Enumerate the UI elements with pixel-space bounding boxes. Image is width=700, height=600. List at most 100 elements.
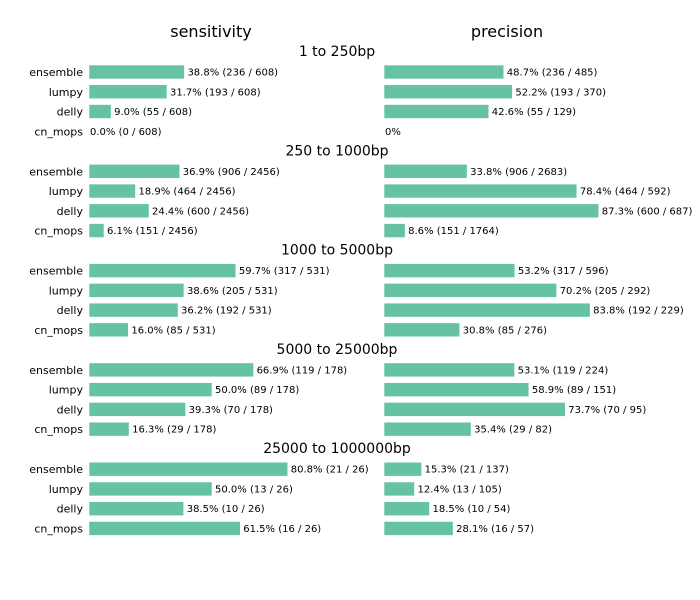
sensitivity-value-label: 50.0% (13 / 26) xyxy=(215,484,293,495)
sensitivity-bar xyxy=(88,322,129,338)
sensitivity-bar xyxy=(88,164,181,179)
method-label-cn_mops: cn_mops xyxy=(34,324,83,337)
column-title-sensitivity: sensitivity xyxy=(170,22,251,41)
precision-value-label: 52.2% (193 / 370) xyxy=(515,87,606,98)
precision-bar xyxy=(383,302,591,318)
sensitivity-value-label: 66.9% (119 / 178) xyxy=(257,365,348,376)
group-title: 1 to 250bp xyxy=(299,44,375,60)
precision-value-label: 18.5% (10 / 54) xyxy=(433,504,511,515)
precision-bar xyxy=(383,183,578,199)
sensitivity-bar xyxy=(88,362,254,378)
sensitivity-value-label: 24.4% (600 / 2456) xyxy=(152,206,249,217)
precision-bar xyxy=(383,461,422,477)
method-label-cn_mops: cn_mops xyxy=(34,423,83,436)
sensitivity-bar xyxy=(88,382,213,397)
precision-value-label: 58.9% (89 / 151) xyxy=(532,385,616,396)
method-label-ensemble: ensemble xyxy=(29,66,83,79)
sensitivity-value-label: 38.8% (236 / 608) xyxy=(187,68,278,79)
method-label-delly: delly xyxy=(57,106,84,119)
sensitivity-value-label: 39.3% (70 / 178) xyxy=(189,405,273,416)
method-label-delly: delly xyxy=(57,205,84,218)
sensitivity-bar xyxy=(88,302,179,318)
sensitivity-value-label: 36.9% (906 / 2456) xyxy=(183,167,280,178)
precision-bar xyxy=(383,84,513,100)
method-label-lumpy: lumpy xyxy=(49,483,84,496)
sensitivity-value-label: 59.7% (317 / 531) xyxy=(239,266,330,277)
group-title: 5000 to 25000bp xyxy=(277,342,398,358)
method-label-lumpy: lumpy xyxy=(49,86,84,99)
method-label-ensemble: ensemble xyxy=(29,165,83,178)
sensitivity-bar xyxy=(88,64,185,80)
precision-value-label: 35.4% (29 / 82) xyxy=(474,425,552,436)
precision-bar xyxy=(383,223,406,238)
sensitivity-bar xyxy=(88,521,241,536)
sensitivity-bar xyxy=(88,402,186,417)
precision-bar xyxy=(383,164,468,179)
precision-bar xyxy=(383,203,600,219)
precision-value-label: 53.1% (119 / 224) xyxy=(518,365,609,376)
sensitivity-value-label: 16.0% (85 / 531) xyxy=(131,325,215,336)
precision-bar xyxy=(383,263,516,278)
precision-bar xyxy=(383,382,530,397)
sensitivity-value-label: 6.1% (151 / 2456) xyxy=(107,226,198,237)
method-label-ensemble: ensemble xyxy=(29,364,83,377)
method-label-delly: delly xyxy=(57,304,84,317)
sensitivity-value-label: 38.6% (205 / 531) xyxy=(187,286,278,297)
sensitivity-value-label: 80.8% (21 / 26) xyxy=(291,465,369,476)
sensitivity-bar xyxy=(88,84,168,100)
precision-value-label: 30.8% (85 / 276) xyxy=(463,325,547,336)
sensitivity-value-label: 16.3% (29 / 178) xyxy=(132,425,216,436)
group-title: 25000 to 1000000bp xyxy=(263,441,411,457)
sensitivity-bar xyxy=(88,183,136,199)
method-label-ensemble: ensemble xyxy=(29,265,83,278)
method-label-lumpy: lumpy xyxy=(49,384,84,397)
sensitivity-bar xyxy=(88,263,237,278)
precision-bar xyxy=(383,104,490,119)
method-label-cn_mops: cn_mops xyxy=(34,522,83,535)
method-label-delly: delly xyxy=(57,503,84,516)
precision-value-label: 70.2% (205 / 292) xyxy=(560,286,651,297)
method-label-cn_mops: cn_mops xyxy=(34,225,83,238)
sensitivity-value-label: 36.2% (192 / 531) xyxy=(181,306,272,317)
precision-bar xyxy=(383,64,505,80)
precision-bar xyxy=(383,362,515,378)
precision-value-label: 53.2% (317 / 596) xyxy=(518,266,609,277)
sensitivity-bar xyxy=(88,203,150,219)
precision-value-label: 83.8% (192 / 229) xyxy=(593,306,684,317)
precision-value-label: 33.8% (906 / 2683) xyxy=(470,167,567,178)
precision-value-label: 42.6% (55 / 129) xyxy=(492,107,576,118)
precision-bar xyxy=(383,283,557,298)
precision-value-label: 28.1% (16 / 57) xyxy=(456,524,534,535)
sensitivity-bar xyxy=(88,461,289,477)
precision-value-label: 48.7% (236 / 485) xyxy=(507,68,598,79)
method-label-delly: delly xyxy=(57,403,84,416)
sensitivity-value-label: 38.5% (10 / 26) xyxy=(187,504,265,515)
precision-value-label: 8.6% (151 / 1764) xyxy=(408,226,499,237)
precision-bar xyxy=(383,481,415,497)
precision-bar xyxy=(383,521,454,536)
sensitivity-value-label: 18.9% (464 / 2456) xyxy=(138,187,235,198)
sensitivity-bar xyxy=(88,481,213,497)
method-label-lumpy: lumpy xyxy=(49,185,84,198)
sensitivity-value-label: 0.0% (0 / 608) xyxy=(90,127,162,138)
sensitivity-value-label: 9.0% (55 / 608) xyxy=(114,107,192,118)
sensitivity-bar xyxy=(88,283,185,298)
precision-bar xyxy=(383,501,430,517)
sensitivity-value-label: 61.5% (16 / 26) xyxy=(243,524,321,535)
sensitivity-bar xyxy=(88,223,105,238)
precision-bar xyxy=(383,322,461,338)
precision-value-label: 87.3% (600 / 687) xyxy=(602,206,693,217)
method-label-ensemble: ensemble xyxy=(29,463,83,476)
precision-value-label: 78.4% (464 / 592) xyxy=(580,187,671,198)
precision-value-label: 73.7% (70 / 95) xyxy=(568,405,646,416)
group-title: 1000 to 5000bp xyxy=(281,243,393,259)
sensitivity-bar xyxy=(88,104,112,119)
column-title-precision: precision xyxy=(471,22,543,41)
sensitivity-value-label: 31.7% (193 / 608) xyxy=(170,87,261,98)
sensitivity-value-label: 50.0% (89 / 178) xyxy=(215,385,299,396)
method-label-cn_mops: cn_mops xyxy=(34,125,83,138)
group-title: 250 to 1000bp xyxy=(285,143,388,159)
precision-value-label: 15.3% (21 / 137) xyxy=(425,465,509,476)
precision-value-label: 12.4% (13 / 105) xyxy=(418,484,502,495)
